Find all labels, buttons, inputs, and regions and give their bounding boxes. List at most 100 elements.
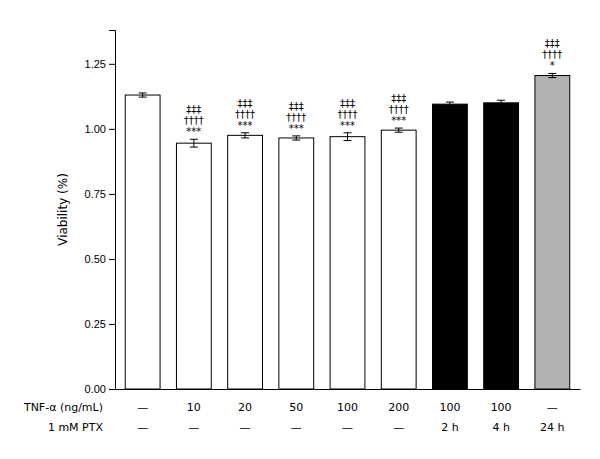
bar bbox=[433, 104, 468, 389]
annotation: ‡‡‡ bbox=[186, 104, 201, 115]
error-bar-cap bbox=[497, 105, 505, 106]
error-bar bbox=[190, 139, 198, 147]
error-bar-cap bbox=[241, 137, 249, 138]
annotation: †††† bbox=[235, 109, 255, 120]
error-bar-stem bbox=[449, 102, 450, 106]
error-bar-stem bbox=[193, 139, 194, 147]
category-label: — bbox=[188, 421, 199, 434]
error-bar-cap bbox=[139, 92, 147, 93]
category-label: — bbox=[342, 421, 353, 434]
y-axis-line bbox=[109, 31, 116, 390]
error-bar-cap bbox=[548, 77, 556, 78]
annotation: *** bbox=[238, 120, 253, 131]
bar bbox=[484, 103, 519, 389]
error-bar-cap bbox=[190, 147, 198, 148]
error-bar-cap bbox=[139, 97, 147, 98]
error-bar-cap bbox=[395, 132, 403, 133]
error-bar bbox=[344, 133, 352, 141]
error-bar-cap bbox=[344, 132, 352, 133]
category-label: — bbox=[137, 401, 148, 414]
chart: 0.00 0.25 0.50 0.75 1.00 1.25 Viability (%) ‡‡‡… bbox=[0, 0, 600, 459]
annotation: ‡‡‡ bbox=[238, 98, 253, 109]
y-tick-mark bbox=[109, 64, 115, 65]
error-bar-cap bbox=[241, 132, 249, 133]
y-tick-mark bbox=[109, 194, 115, 195]
category-label: 100 bbox=[337, 401, 358, 414]
annotation: *** bbox=[289, 123, 304, 134]
bar bbox=[381, 130, 416, 389]
y-tick-mark bbox=[109, 129, 115, 130]
row-header: TNF-α (ng/mL) bbox=[23, 401, 103, 414]
y-tick: 0.25 bbox=[85, 318, 115, 330]
category-label: 4 h bbox=[492, 421, 509, 434]
bar bbox=[176, 143, 211, 389]
annotation: †††† bbox=[338, 109, 358, 120]
error-bar bbox=[139, 93, 147, 97]
category-label: — bbox=[547, 401, 558, 414]
bar bbox=[125, 95, 160, 389]
y-tick-label: 0.75 bbox=[85, 188, 106, 200]
error-bar-cap bbox=[497, 100, 505, 101]
category-label: 200 bbox=[388, 401, 409, 414]
y-tick-label: 0.25 bbox=[85, 318, 106, 330]
category-label: — bbox=[240, 421, 251, 434]
y-axis-title: Viability (%) bbox=[56, 173, 70, 246]
x-axis-line bbox=[116, 389, 581, 390]
error-bar-cap bbox=[548, 73, 556, 74]
error-bar-stem bbox=[347, 133, 348, 141]
error-bar bbox=[395, 128, 403, 132]
y-tick-mark bbox=[109, 389, 115, 390]
y-tick-label: 0.50 bbox=[85, 253, 106, 265]
category-label: 100 bbox=[491, 401, 512, 414]
y-tick-label: 0.00 bbox=[85, 383, 106, 395]
y-tick-mark bbox=[109, 259, 115, 260]
category-label: 50 bbox=[289, 401, 303, 414]
category-label: — bbox=[393, 421, 404, 434]
error-bar-stem bbox=[296, 136, 297, 140]
annotation: ‡‡‡ bbox=[289, 101, 304, 112]
annotation: ‡‡‡ bbox=[340, 98, 355, 109]
y-tick: 1.25 bbox=[85, 58, 115, 70]
y-tick-mark bbox=[109, 324, 115, 325]
error-bar bbox=[446, 102, 454, 106]
annotation: * bbox=[550, 60, 555, 71]
error-bar-cap bbox=[292, 140, 300, 141]
row-header: 1 mM PTX bbox=[48, 421, 104, 434]
error-bar-cap bbox=[190, 139, 198, 140]
annotation: †††† bbox=[184, 115, 204, 126]
error-bar bbox=[497, 100, 505, 105]
error-bar-cap bbox=[292, 135, 300, 136]
y-tick: 1.00 bbox=[85, 123, 115, 135]
bar bbox=[228, 135, 263, 389]
plot: 0.00 0.25 0.50 0.75 1.00 1.25 Viability (%) ‡‡‡… bbox=[23, 31, 581, 435]
error-bar bbox=[292, 136, 300, 140]
error-bar-stem bbox=[552, 73, 553, 77]
error-bar-stem bbox=[245, 133, 246, 138]
annotation: *** bbox=[186, 126, 201, 137]
annotation: *** bbox=[391, 115, 406, 126]
y-tick-label: 1.25 bbox=[85, 58, 106, 70]
error-bar-cap bbox=[395, 128, 403, 129]
error-bar-cap bbox=[446, 102, 454, 103]
y-axis: 0.00 0.25 0.50 0.75 1.00 1.25 bbox=[85, 31, 116, 396]
category-label: 100 bbox=[439, 401, 460, 414]
annotations: ‡‡‡††††***‡‡‡††††***‡‡‡††††***‡‡‡††††***… bbox=[184, 38, 562, 137]
annotation: †††† bbox=[286, 112, 306, 123]
category-label: — bbox=[291, 421, 302, 434]
error-bar-stem bbox=[501, 100, 502, 105]
category-label: 2 h bbox=[441, 421, 458, 434]
y-tick: 0.00 bbox=[85, 383, 115, 395]
y-tick: 0.50 bbox=[85, 253, 115, 265]
annotation: †††† bbox=[389, 104, 409, 115]
bar bbox=[535, 76, 570, 389]
category-labels: TNF-α (ng/mL)1 mM PTX——10—20—50—100—200—… bbox=[23, 401, 565, 434]
error-bar-cap bbox=[344, 140, 352, 141]
error-bar-cap bbox=[446, 106, 454, 107]
bar bbox=[330, 137, 365, 389]
error-bar-stem bbox=[398, 128, 399, 132]
category-label: 24 h bbox=[540, 421, 564, 434]
category-label: — bbox=[137, 421, 148, 434]
bar bbox=[279, 138, 314, 389]
error-bar-stem bbox=[142, 93, 143, 97]
category-label: 20 bbox=[238, 401, 252, 414]
